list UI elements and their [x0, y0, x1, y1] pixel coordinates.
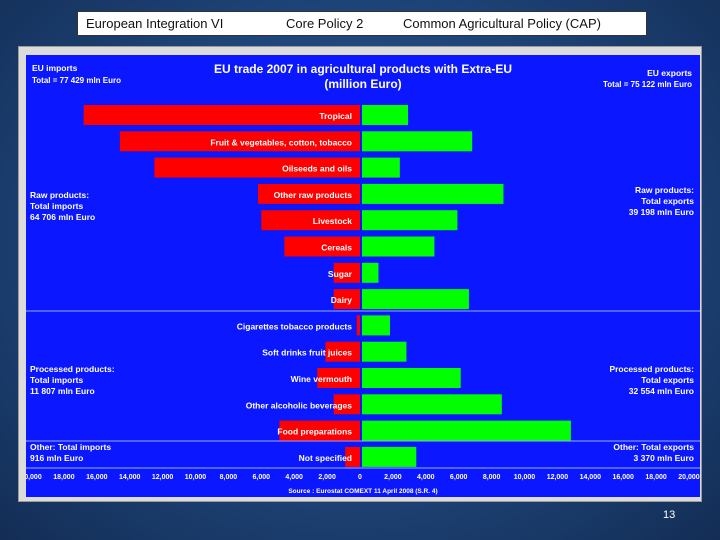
exports-header: EU exports — [647, 68, 692, 78]
group-label: Total imports — [30, 375, 83, 385]
x-tick-label: 4,000 — [285, 474, 303, 481]
category-label: Sugar — [328, 269, 353, 279]
group-label: 916 mln Euro — [30, 453, 83, 463]
group-label: Total exports — [641, 196, 694, 206]
imports-total: Total = 77 429 mln Euro — [32, 76, 121, 85]
category-label: Wine vermouth — [291, 374, 352, 384]
category-label: Tropical — [319, 111, 352, 121]
import-bar — [261, 210, 360, 231]
import-bar — [258, 183, 360, 204]
page-number: 13 — [663, 509, 676, 521]
x-tick-label: 10,000 — [514, 474, 536, 481]
import-bar — [333, 289, 360, 310]
x-tick-label: 8,000 — [483, 474, 501, 481]
import-bar — [154, 157, 360, 178]
export-bar — [362, 368, 461, 388]
export-bar — [362, 262, 379, 283]
chart-source: Source : Eurostat COMEXT 11 April 2008 (… — [288, 488, 437, 495]
subject-title: Common Agricultural Policy (CAP) — [403, 16, 601, 31]
course-title: European Integration VI — [86, 16, 224, 31]
export-bar — [362, 131, 473, 152]
import-bar — [345, 446, 360, 467]
import-bar — [83, 105, 360, 125]
group-label: Total exports — [641, 375, 694, 385]
x-tick-label: 6,000 — [253, 474, 271, 481]
category-label: Other alcoholic beverages — [246, 400, 353, 410]
x-tick-label: 20,000 — [678, 474, 700, 481]
x-tick-label: 14,000 — [119, 474, 141, 481]
group-label: Processed products: — [609, 364, 694, 374]
import-bar — [333, 394, 360, 415]
group-label: Raw products: — [635, 185, 694, 195]
x-tick-label: 18,000 — [645, 474, 667, 481]
imports-header: EU imports — [32, 63, 78, 73]
import-bar — [317, 368, 360, 388]
import-bar — [333, 262, 360, 283]
category-label: Livestock — [313, 216, 352, 226]
group-label: Other: Total imports — [30, 442, 111, 452]
category-label: Other raw products — [274, 190, 353, 200]
group-label: 64 706 mln Euro — [30, 212, 95, 222]
export-bar — [362, 210, 458, 231]
group-label: 11 807 mln Euro — [30, 386, 95, 396]
import-bar — [284, 236, 360, 257]
group-label: Processed products: — [30, 364, 115, 374]
chart-area: EU trade 2007 in agricultural products w… — [20, 55, 700, 497]
import-bar — [356, 315, 360, 336]
x-tick-label: 16,000 — [86, 474, 108, 481]
export-bar — [362, 157, 400, 178]
chart-subtitle: (million Euro) — [324, 77, 401, 91]
x-tick-label: 12,000 — [152, 474, 174, 481]
x-tick-label: 14,000 — [580, 474, 602, 481]
group-label: 32 554 mln Euro — [629, 386, 694, 396]
chart-title: EU trade 2007 in agricultural products w… — [214, 62, 512, 76]
x-tick-label: 4,000 — [417, 474, 435, 481]
category-label: Cereals — [321, 243, 352, 253]
category-label: Oilseeds and oils — [282, 164, 352, 174]
exports-total: Total = 75 122 mln Euro — [603, 80, 692, 89]
x-tick-label: 2,000 — [384, 474, 402, 481]
slide-header: European Integration VI Core Policy 2 Co… — [77, 11, 647, 36]
import-bar — [325, 341, 360, 362]
group-label: 39 198 mln Euro — [629, 207, 694, 217]
import-bar — [279, 420, 360, 441]
export-bar — [362, 420, 571, 441]
x-tick-label: 18,000 — [53, 474, 75, 481]
category-label: Not specified — [299, 453, 352, 463]
export-bar — [362, 105, 409, 125]
export-bar — [362, 394, 502, 415]
export-bar — [362, 315, 390, 336]
export-bar — [362, 341, 407, 362]
topic-title: Core Policy 2 — [286, 16, 364, 31]
export-bar — [362, 183, 504, 204]
export-bar — [362, 446, 417, 467]
x-tick-label: 12,000 — [547, 474, 569, 481]
x-tick-label: 10,000 — [185, 474, 207, 481]
trade-chart: EU trade 2007 in agricultural products w… — [20, 62, 700, 495]
x-tick-label: 0 — [358, 474, 362, 481]
category-label: Dairy — [331, 295, 353, 305]
category-label: Soft drinks fruit juices — [262, 348, 352, 358]
export-bar — [362, 236, 435, 257]
group-label: Other: Total exports — [613, 442, 694, 452]
x-tick-label: 8,000 — [220, 474, 238, 481]
category-label: Cigarettes tobacco products — [237, 321, 353, 331]
group-label: 3 370 mln Euro — [634, 453, 694, 463]
group-label: Raw products: — [30, 190, 89, 200]
x-tick-label: 20,000 — [26, 474, 42, 481]
x-tick-label: 6,000 — [450, 474, 468, 481]
x-tick-label: 16,000 — [612, 474, 634, 481]
export-bar — [362, 289, 469, 310]
category-label: Food preparations — [277, 427, 352, 437]
category-label: Fruit & vegetables, cotton, tobacco — [210, 137, 352, 147]
x-tick-label: 2,000 — [318, 474, 336, 481]
group-label: Total imports — [30, 201, 83, 211]
import-bar — [119, 131, 360, 152]
